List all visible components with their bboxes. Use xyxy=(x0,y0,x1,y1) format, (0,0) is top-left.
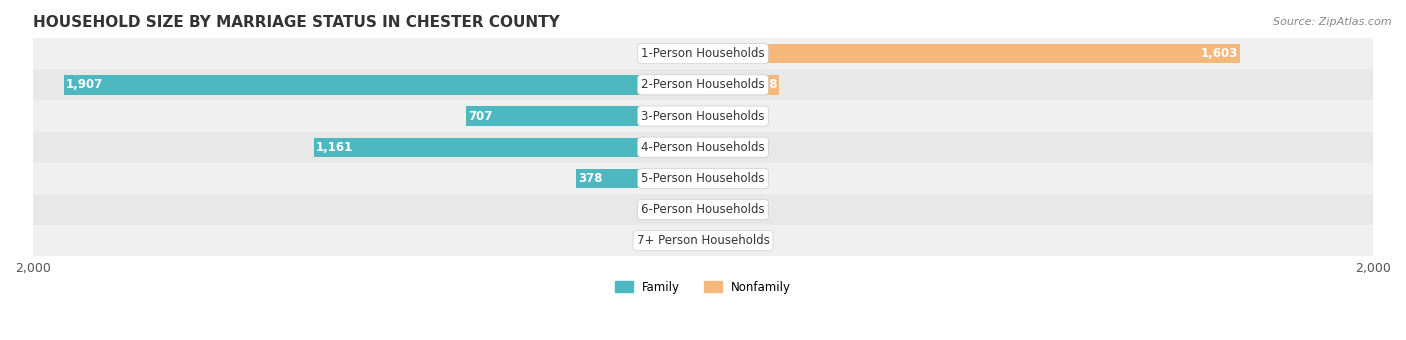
Text: 16: 16 xyxy=(711,141,725,154)
Text: 7+ Person Households: 7+ Person Households xyxy=(637,234,769,247)
Bar xyxy=(32,163,1374,194)
Bar xyxy=(65,75,703,95)
Text: 5-Person Households: 5-Person Households xyxy=(641,172,765,185)
Text: 378: 378 xyxy=(578,172,603,185)
Bar xyxy=(32,38,1374,69)
Text: 707: 707 xyxy=(468,109,492,122)
Text: 1-Person Households: 1-Person Households xyxy=(641,47,765,60)
Bar xyxy=(703,44,1240,63)
Bar xyxy=(467,106,703,126)
Text: 10: 10 xyxy=(709,109,724,122)
Bar xyxy=(32,132,1374,163)
Bar xyxy=(32,225,1374,256)
Bar xyxy=(685,200,703,219)
Text: 1,603: 1,603 xyxy=(1201,47,1239,60)
Text: HOUSEHOLD SIZE BY MARRIAGE STATUS IN CHESTER COUNTY: HOUSEHOLD SIZE BY MARRIAGE STATUS IN CHE… xyxy=(32,15,560,30)
Text: 6-Person Households: 6-Person Households xyxy=(641,203,765,216)
Bar xyxy=(32,194,1374,225)
Text: 43: 43 xyxy=(671,234,686,247)
Text: 53: 53 xyxy=(668,203,682,216)
Bar xyxy=(689,231,703,250)
Text: 1,907: 1,907 xyxy=(66,78,103,91)
Text: Source: ZipAtlas.com: Source: ZipAtlas.com xyxy=(1274,17,1392,27)
Bar xyxy=(32,100,1374,132)
Legend: Family, Nonfamily: Family, Nonfamily xyxy=(610,276,796,299)
Text: 4-Person Households: 4-Person Households xyxy=(641,141,765,154)
Bar xyxy=(703,75,779,95)
Text: 228: 228 xyxy=(754,78,778,91)
Text: 2-Person Households: 2-Person Households xyxy=(641,78,765,91)
Text: 3-Person Households: 3-Person Households xyxy=(641,109,765,122)
Bar xyxy=(576,169,703,188)
Bar xyxy=(314,138,703,157)
Bar xyxy=(703,106,706,126)
Bar xyxy=(703,138,709,157)
Bar xyxy=(32,69,1374,100)
Text: 1,161: 1,161 xyxy=(316,141,353,154)
